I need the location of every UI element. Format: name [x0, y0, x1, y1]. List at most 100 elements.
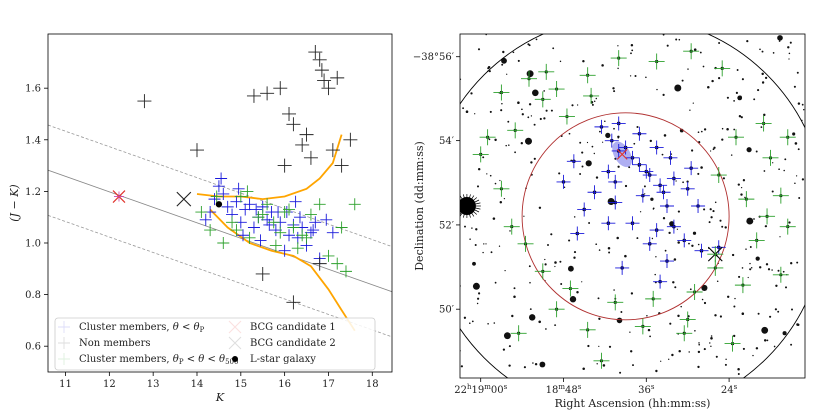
bright-star-spike	[466, 197, 478, 207]
inner-member-marker	[677, 233, 692, 248]
ra-tick-label: 24s	[721, 383, 738, 396]
background-source	[595, 176, 599, 179]
background-source	[755, 256, 760, 261]
inner-member-marker	[608, 174, 623, 189]
background-source	[697, 365, 700, 369]
background-source	[692, 231, 697, 235]
background-source	[724, 363, 727, 366]
background-source	[528, 103, 532, 106]
outer-member-marker	[479, 129, 496, 146]
background-source	[596, 363, 598, 365]
outer-member-marker	[645, 290, 662, 307]
background-source	[527, 116, 530, 119]
background-source	[677, 241, 680, 244]
background-source	[741, 267, 744, 269]
background-source	[581, 151, 584, 154]
background-source	[758, 266, 762, 269]
background-source	[790, 343, 793, 346]
background-source	[725, 358, 727, 361]
outer-member-point	[217, 236, 230, 249]
non-member-point	[286, 117, 301, 132]
outer-member-point	[241, 185, 254, 198]
background-source	[643, 185, 646, 188]
y-tick-label: 1.6	[25, 84, 41, 95]
background-source	[601, 64, 604, 67]
background-source	[714, 314, 717, 317]
background-source	[775, 284, 778, 287]
inner-member-point	[289, 195, 302, 208]
non-member-point	[260, 86, 275, 101]
background-source	[605, 132, 611, 139]
background-source	[666, 44, 669, 47]
background-source	[709, 150, 712, 152]
background-source	[737, 367, 740, 371]
background-source	[733, 100, 735, 102]
plot-area	[48, 45, 392, 365]
background-source	[469, 322, 471, 324]
background-source	[692, 102, 694, 104]
inner-member-point	[278, 244, 291, 257]
non-member-point	[295, 137, 310, 152]
outer-member-marker	[493, 180, 510, 197]
background-source	[727, 295, 730, 298]
background-source	[539, 361, 546, 368]
outer-member-marker	[507, 122, 524, 139]
bcg1-marker-overlay	[113, 191, 124, 202]
inner-member-point	[307, 224, 320, 237]
inner-member-marker	[611, 116, 626, 131]
background-source	[595, 97, 598, 100]
background-source	[738, 115, 742, 118]
bright-star-spike	[460, 205, 468, 210]
background-source	[517, 101, 520, 104]
background-source	[669, 322, 672, 325]
background-source	[632, 364, 634, 367]
background-source	[573, 251, 577, 254]
background-source	[464, 225, 466, 228]
background-source	[712, 210, 715, 213]
background-source	[530, 115, 533, 117]
inner-member-point	[326, 226, 339, 239]
inner-member-point	[250, 203, 263, 216]
background-source	[791, 308, 793, 311]
outer-member-marker	[534, 91, 551, 108]
background-source	[703, 348, 706, 351]
background-source	[504, 269, 506, 272]
x-tick-label: 18	[366, 379, 379, 390]
bright-star-spike	[460, 199, 468, 207]
background-source	[595, 243, 598, 246]
background-source	[593, 100, 596, 103]
outer-member-marker	[579, 321, 596, 338]
background-source	[664, 249, 667, 252]
background-source	[465, 110, 469, 113]
background-source	[744, 196, 746, 199]
background-source	[709, 342, 711, 344]
background-source	[733, 128, 736, 131]
background-source	[789, 41, 792, 44]
background-source	[526, 70, 534, 78]
outer-member-point	[300, 231, 313, 244]
background-source	[724, 226, 727, 229]
outer-member-marker	[562, 280, 579, 297]
background-source	[680, 305, 682, 308]
background-source	[532, 362, 534, 364]
background-source	[746, 147, 752, 153]
background-source	[675, 38, 678, 41]
lower-envelope-curve	[209, 208, 356, 332]
background-source	[571, 104, 574, 107]
outer-member-point	[210, 190, 223, 203]
background-source	[703, 208, 706, 211]
x-tick-label: 12	[103, 379, 116, 390]
outer-member-marker	[634, 318, 651, 335]
background-source	[788, 52, 791, 55]
background-source	[741, 312, 745, 315]
background-source	[749, 262, 751, 265]
red-sequence-offset-line	[48, 214, 392, 338]
background-source	[616, 236, 619, 240]
background-source	[494, 182, 497, 185]
non-member-point	[325, 143, 340, 158]
background-source	[671, 353, 674, 357]
inner-member-marker	[642, 168, 657, 183]
inner-member-marker	[594, 119, 609, 134]
legend-label: Cluster members, θP < θ < θ500	[79, 354, 238, 366]
background-source	[740, 186, 743, 189]
